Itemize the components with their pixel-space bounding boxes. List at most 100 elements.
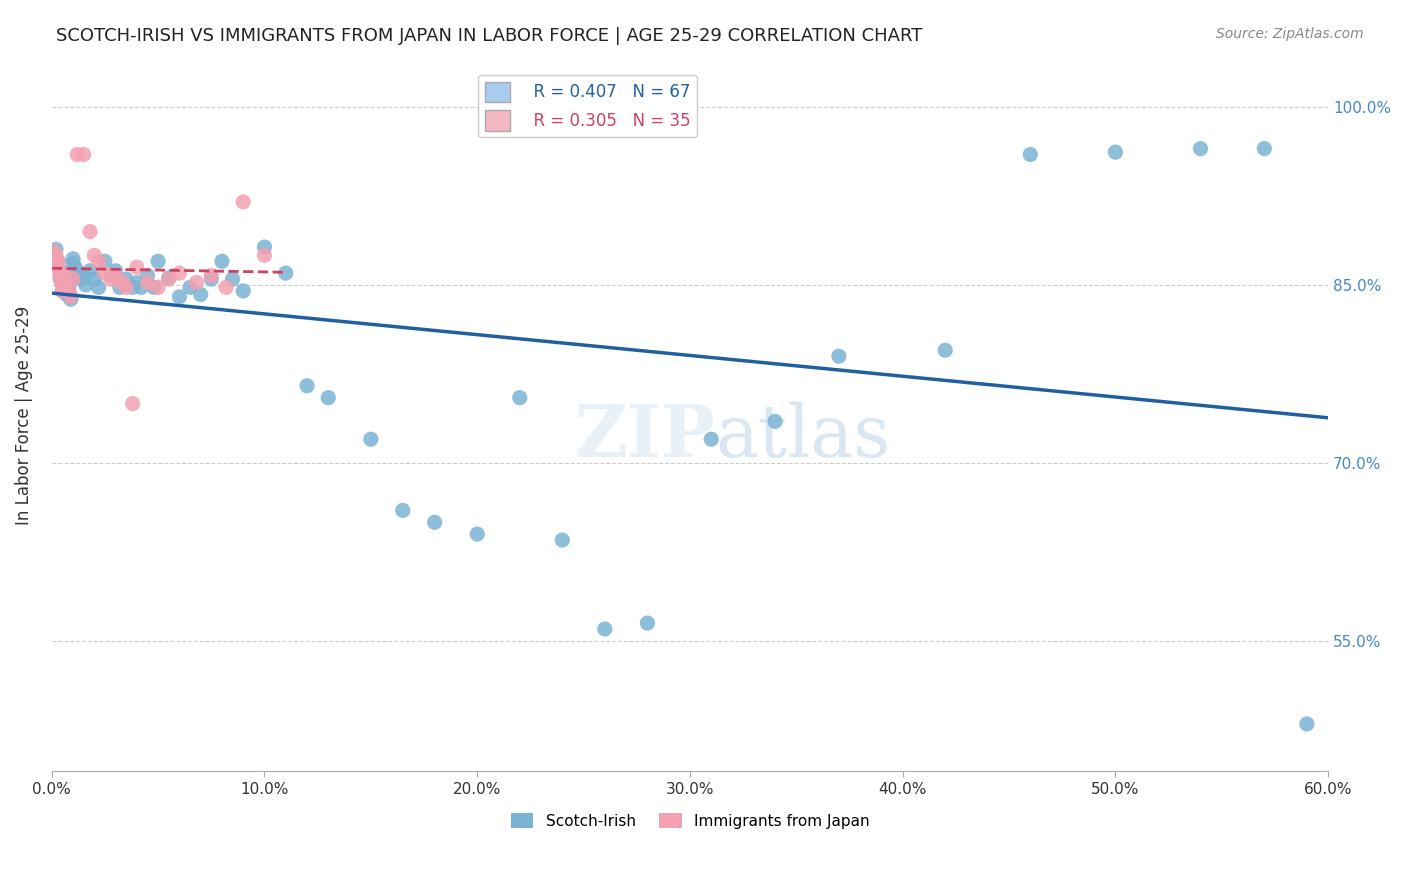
Scotch-Irish [108,280,131,294]
Scotch-Irish [58,280,80,294]
Scotch-Irish [58,276,80,290]
Scotch-Irish [232,284,254,298]
Scotch-Irish [83,272,105,286]
Scotch-Irish [45,243,67,257]
Immigrants from Japan [200,268,222,283]
Scotch-Irish [1104,145,1126,160]
Immigrants from Japan [169,266,191,280]
Immigrants from Japan [45,248,67,262]
Immigrants from Japan [253,248,276,262]
Immigrants from Japan [73,147,96,161]
Immigrants from Japan [125,260,148,275]
Scotch-Irish [53,266,76,280]
Scotch-Irish [63,260,86,275]
Immigrants from Japan [42,244,65,259]
Scotch-Irish [253,240,276,254]
Immigrants from Japan [66,147,89,161]
Scotch-Irish [75,277,97,292]
Scotch-Irish [1295,717,1317,731]
Immigrants from Japan [146,280,169,294]
Scotch-Irish [115,272,138,286]
Scotch-Irish [125,276,148,290]
Scotch-Irish [46,254,69,268]
Immigrants from Japan [49,266,72,280]
Scotch-Irish [79,264,101,278]
Text: SCOTCH-IRISH VS IMMIGRANTS FROM JAPAN IN LABOR FORCE | AGE 25-29 CORRELATION CHA: SCOTCH-IRISH VS IMMIGRANTS FROM JAPAN IN… [56,27,922,45]
Scotch-Irish [423,515,446,529]
Immigrants from Japan [58,284,80,298]
Scotch-Irish [593,622,616,636]
Scotch-Irish [51,277,73,292]
Immigrants from Japan [186,276,208,290]
Immigrants from Japan [53,276,76,290]
Immigrants from Japan [46,260,69,275]
Immigrants from Japan [62,272,84,286]
Immigrants from Japan [59,290,82,304]
Scotch-Irish [190,287,212,301]
Scotch-Irish [391,503,413,517]
Scotch-Irish [700,432,723,446]
Immigrants from Japan [46,254,69,268]
Text: Source: ZipAtlas.com: Source: ZipAtlas.com [1216,27,1364,41]
Scotch-Irish [55,280,77,294]
Scotch-Irish [59,290,82,304]
Immigrants from Japan [51,284,73,298]
Immigrants from Japan [49,272,72,286]
Scotch-Irish [1253,142,1275,156]
Immigrants from Japan [111,276,134,290]
Immigrants from Japan [94,266,117,280]
Scotch-Irish [1019,147,1042,161]
Immigrants from Japan [100,272,122,286]
Immigrants from Japan [55,280,77,294]
Immigrants from Japan [121,396,143,410]
Scotch-Irish [169,290,191,304]
Scotch-Irish [828,349,851,363]
Scotch-Irish [316,391,339,405]
Immigrants from Japan [215,280,238,294]
Immigrants from Japan [79,225,101,239]
Scotch-Irish [46,260,69,275]
Scotch-Irish [360,432,382,446]
Scotch-Irish [142,280,165,294]
Scotch-Irish [763,414,786,428]
Scotch-Irish [51,284,73,298]
Scotch-Irish [179,280,201,294]
Scotch-Irish [129,280,152,294]
Scotch-Irish [87,280,110,294]
Scotch-Irish [221,272,243,286]
Scotch-Irish [94,254,117,268]
Scotch-Irish [509,391,531,405]
Scotch-Irish [200,272,222,286]
Scotch-Irish [157,271,180,285]
Scotch-Irish [136,268,159,283]
Scotch-Irish [66,268,89,283]
Scotch-Irish [274,266,297,280]
Scotch-Irish [42,248,65,262]
Scotch-Irish [53,272,76,286]
Immigrants from Japan [232,194,254,209]
Scotch-Irish [146,254,169,268]
Scotch-Irish [55,287,77,301]
Scotch-Irish [211,254,233,268]
Scotch-Irish [62,257,84,271]
Scotch-Irish [59,292,82,306]
Scotch-Irish [70,272,93,286]
Scotch-Irish [636,616,658,631]
Y-axis label: In Labor Force | Age 25-29: In Labor Force | Age 25-29 [15,306,32,525]
Scotch-Irish [73,268,96,283]
Scotch-Irish [49,272,72,286]
Scotch-Irish [121,280,143,294]
Immigrants from Japan [136,276,159,290]
Immigrants from Japan [104,268,127,283]
Scotch-Irish [934,343,956,358]
Scotch-Irish [104,264,127,278]
Scotch-Irish [1189,142,1212,156]
Scotch-Irish [49,268,72,283]
Text: atlas: atlas [716,401,891,472]
Immigrants from Japan [51,277,73,292]
Scotch-Irish [465,527,488,541]
Scotch-Irish [295,379,318,393]
Text: ZIP: ZIP [575,401,716,473]
Scotch-Irish [100,268,122,283]
Immigrants from Japan [83,248,105,262]
